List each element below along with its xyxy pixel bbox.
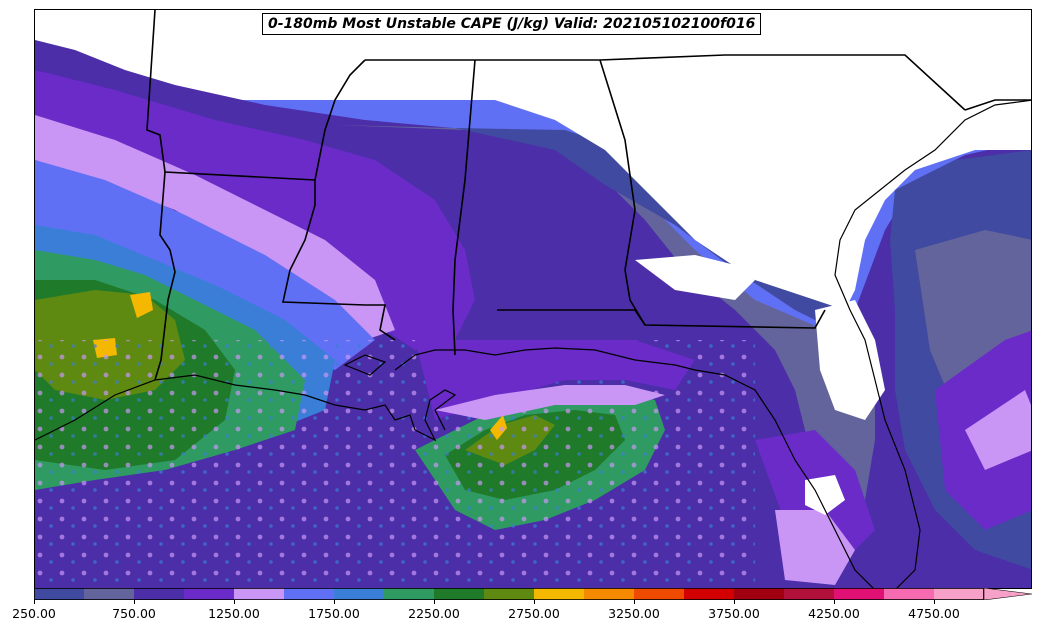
cape-below-threshold-southeast: [635, 255, 755, 300]
colorbar-tick-mark: [434, 600, 435, 604]
colorbar-outline: [34, 588, 984, 600]
colorbar-segment: [334, 588, 385, 600]
colorbar-segment: [634, 588, 685, 600]
colorbar-segment: [184, 588, 235, 600]
colorbar-tick-mark: [934, 600, 935, 604]
colorbar-segment: [534, 588, 585, 600]
cape-band-lilac-gulf-coast: [435, 385, 665, 420]
colorbar-tick-label: 4250.00: [808, 606, 860, 621]
colorbar-tick-label: 4750.00: [908, 606, 960, 621]
cape-below-threshold-northeast: [155, 10, 1031, 310]
colorbar-tick-label: 2750.00: [508, 606, 560, 621]
colorbar-tick-label: 750.00: [112, 606, 156, 621]
cape-band-periwinkle: [35, 160, 375, 370]
colorbar-segment: [234, 588, 285, 600]
cape-below-threshold-fl: [815, 300, 885, 420]
colorbar-tick-mark: [534, 600, 535, 604]
colorbar-tick-label: 1750.00: [308, 606, 360, 621]
colorbar-tick-mark: [34, 600, 35, 604]
colorbar-segment: [734, 588, 785, 600]
colorbar-extend-arrow: [983, 588, 1033, 600]
state-boundaries: [146, 10, 1031, 381]
colorbar-segment: [684, 588, 735, 600]
colorbar-segment: [434, 588, 485, 600]
map-panel: [34, 9, 1032, 589]
colorbar-tick-mark: [334, 600, 335, 604]
cape-band-lilac-atlantic: [965, 390, 1031, 470]
colorbar-segment: [834, 588, 885, 600]
colorbar-tick-label: 2250.00: [408, 606, 460, 621]
colorbar-tick-label: 3250.00: [608, 606, 660, 621]
colorbar-tick-mark: [234, 600, 235, 604]
cape-band-yellow-west-1: [130, 292, 153, 318]
colorbar-tick-mark: [734, 600, 735, 604]
coastlines: [35, 99, 1031, 588]
map-title: 0-180mb Most Unstable CAPE (J/kg) Valid:…: [262, 13, 762, 35]
colorbar-tick-mark: [834, 600, 835, 604]
colorbar-tick-label: 3750.00: [708, 606, 760, 621]
colorbar-segment: [134, 588, 185, 600]
cape-band-indigo: [455, 128, 845, 330]
colorbar-segment: [884, 588, 935, 600]
colorbar-segment: [784, 588, 835, 600]
colorbar-segment: [284, 588, 335, 600]
cape-field-map: [35, 10, 1031, 588]
colorbar-tick-label: 250.00: [12, 606, 56, 621]
cape-below-threshold-fl-gulf: [805, 475, 845, 515]
cape-below-threshold-nw: [35, 10, 155, 40]
colorbar-segment: [84, 588, 135, 600]
colorbar-segment: [384, 588, 435, 600]
cape-colorbar: [34, 588, 1033, 600]
colorbar-segment: [484, 588, 535, 600]
colorbar-tick-label: 1250.00: [208, 606, 260, 621]
colorbar-segment: [34, 588, 85, 600]
colorbar-tick-mark: [634, 600, 635, 604]
colorbar-segment: [934, 588, 985, 600]
colorbar-segment: [584, 588, 635, 600]
colorbar-tick-mark: [134, 600, 135, 604]
